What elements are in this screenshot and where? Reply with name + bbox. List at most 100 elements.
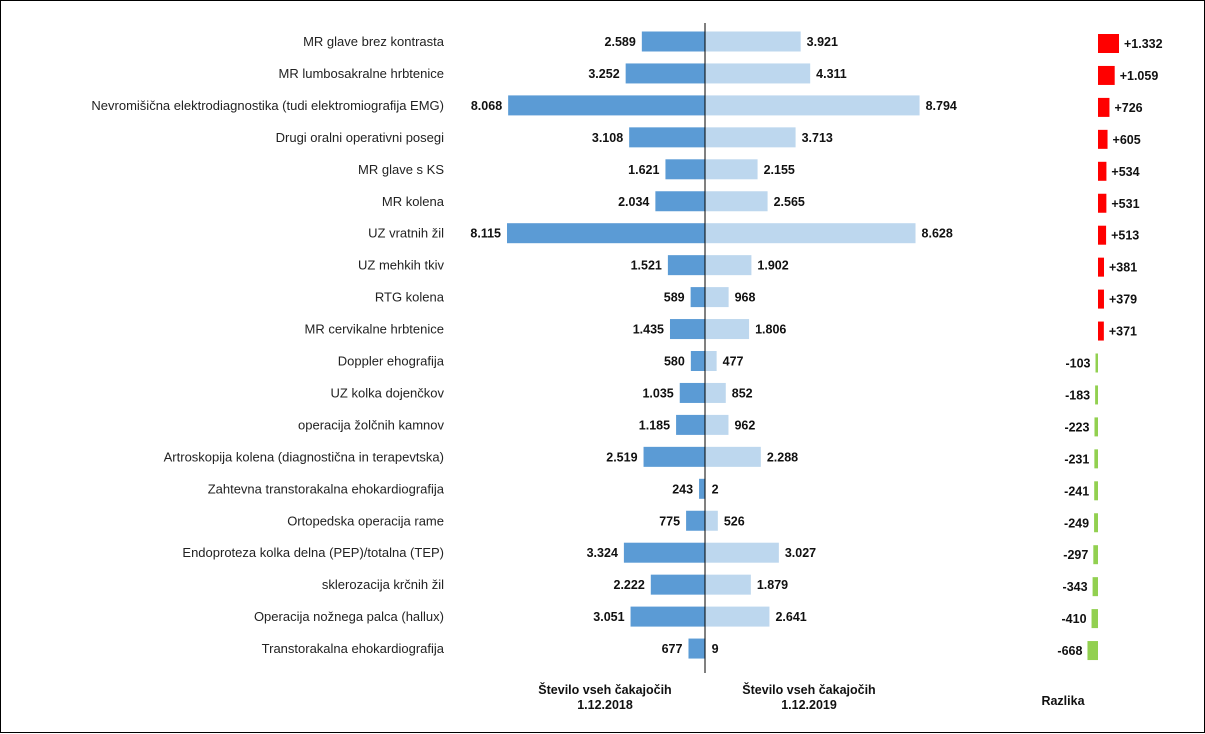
difference-label: +531 (1111, 197, 1139, 211)
difference-bar-negative (1092, 577, 1098, 597)
category-label: MR cervikalne hrbtenice (305, 322, 444, 337)
column-headers: Število vseh čakajočih 1.12.2018 Število… (538, 682, 1085, 712)
bar-2019 (705, 255, 752, 276)
category-label: MR glave s KS (358, 162, 444, 177)
data-label-2018: 3.252 (588, 67, 619, 81)
bar-2018 (686, 510, 705, 531)
difference-bar-positive (1098, 161, 1107, 181)
bar-2019 (705, 414, 729, 435)
data-label-2019: 2.288 (767, 450, 798, 464)
category-label: MR glave brez kontrasta (303, 34, 445, 49)
difference-label: +371 (1109, 325, 1137, 339)
data-label-2018: 1.035 (642, 386, 673, 400)
data-label-2018: 243 (672, 482, 693, 496)
bar-2018 (629, 127, 705, 148)
category-label: Artroskopija kolena (diagnostična in ter… (164, 449, 444, 464)
data-label-2019: 4.311 (816, 67, 847, 81)
bar-2018 (669, 319, 705, 340)
data-label-2018: 1.185 (639, 418, 670, 432)
data-label-2019: 968 (735, 291, 756, 305)
data-label-2018: 3.324 (587, 546, 618, 560)
difference-label: +381 (1109, 261, 1137, 275)
bar-2018 (667, 255, 705, 276)
bar-2019 (705, 542, 779, 563)
difference-label: +1.059 (1120, 69, 1159, 83)
series-2019-bars: 3.921 4.311 8.794 3.713 2.155 2.565 8.628 1.902… (705, 31, 957, 659)
data-label-2018: 589 (664, 291, 685, 305)
data-label-2019: 1.902 (757, 259, 788, 273)
category-label: sklerozacija krčnih žil (322, 577, 444, 592)
category-label: Operacija nožnega palca (hallux) (254, 609, 444, 624)
data-label-2018: 8.115 (470, 227, 501, 241)
data-label-2019: 8.794 (926, 99, 957, 113)
bar-2018 (630, 606, 705, 627)
data-label-2019: 526 (724, 514, 745, 528)
data-label-2019: 2.155 (764, 163, 795, 177)
data-label-2018: 1.521 (631, 259, 662, 273)
bar-2019 (705, 159, 758, 180)
difference-bar-positive (1098, 225, 1107, 245)
bar-2018 (699, 478, 705, 499)
difference-bar-positive (1098, 97, 1110, 117)
difference-label: -343 (1063, 580, 1088, 594)
difference-bar-negative (1093, 545, 1098, 565)
difference-label: +513 (1111, 229, 1139, 243)
category-label: UZ vratnih žil (368, 226, 444, 241)
difference-bars: +1.332 +1.059 +726 +605 +534 +531 +513 +381 +379… (1057, 34, 1163, 661)
difference-bar-negative (1094, 417, 1098, 437)
data-label-2018: 3.051 (593, 610, 624, 624)
bar-2018 (508, 95, 705, 116)
category-label: Endoproteza kolka delna (PEP)/totalna (T… (182, 545, 444, 560)
category-label: RTG kolena (375, 290, 445, 305)
difference-bar-positive (1098, 65, 1115, 85)
difference-bar-negative (1091, 609, 1098, 629)
category-labels: MR glave brez kontrasta MR lumbosakralne … (91, 34, 444, 656)
difference-bar-positive (1098, 321, 1104, 341)
data-label-2019: 3.921 (807, 35, 838, 49)
bar-2018 (625, 63, 705, 84)
bar-2019 (705, 319, 750, 340)
header-left-line2: 1.12.2018 (577, 698, 633, 712)
data-label-2018: 580 (664, 355, 685, 369)
category-label: MR lumbosakralne hrbtenice (279, 66, 444, 81)
category-label: operacija žolčnih kamnov (298, 417, 444, 432)
bar-2019 (705, 223, 916, 244)
difference-label: -231 (1064, 452, 1089, 466)
difference-label: -668 (1057, 644, 1082, 658)
header-left-line1: Število vseh čakajočih (538, 682, 671, 697)
difference-bar-positive (1098, 257, 1105, 277)
difference-bar-positive (1098, 129, 1108, 149)
category-label: Transtorakalna ehokardiografija (262, 641, 445, 656)
data-label-2019: 962 (734, 418, 755, 432)
bar-2018 (690, 351, 705, 371)
bar-2018 (665, 159, 705, 180)
bar-2018 (623, 542, 705, 563)
category-label: UZ mehkih tkiv (358, 258, 444, 273)
data-label-2018: 8.068 (471, 99, 502, 113)
data-label-2019: 2.565 (774, 195, 805, 209)
bar-2018 (643, 446, 705, 467)
header-right-line1: Število vseh čakajočih (742, 682, 875, 697)
data-label-2018: 2.589 (605, 35, 636, 49)
data-label-2018: 677 (662, 642, 683, 656)
category-label: Doppler ehografija (338, 354, 445, 369)
bar-2019 (705, 574, 751, 595)
difference-bar-positive (1098, 289, 1104, 309)
category-label: MR kolena (382, 194, 445, 209)
bar-2019 (705, 606, 770, 627)
data-label-2019: 2 (712, 482, 719, 496)
difference-label: -223 (1064, 420, 1089, 434)
difference-label: -241 (1064, 484, 1089, 498)
difference-label: -410 (1062, 612, 1087, 626)
bar-2018 (679, 382, 705, 403)
header-diff: Razlika (1041, 694, 1085, 708)
difference-label: -183 (1065, 388, 1090, 402)
bar-2019 (705, 510, 718, 531)
data-label-2019: 3.713 (802, 131, 833, 145)
header-right-line2: 1.12.2019 (781, 698, 837, 712)
difference-label: +379 (1109, 293, 1137, 307)
difference-label: -249 (1064, 516, 1089, 530)
bar-2018 (650, 574, 705, 595)
bar-2019 (705, 31, 801, 52)
